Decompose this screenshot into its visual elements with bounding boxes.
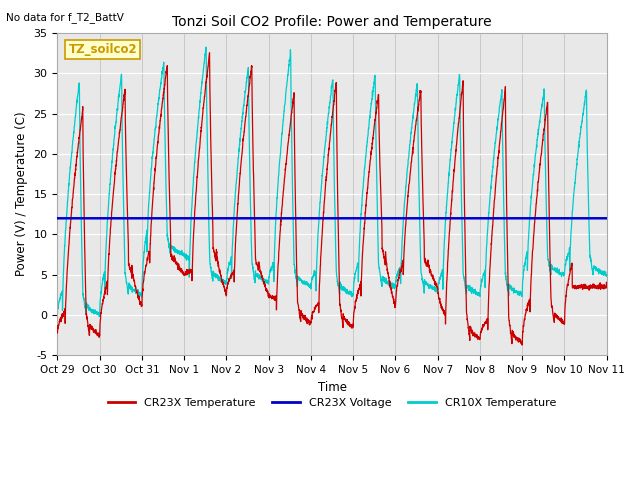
Text: TZ_soilco2: TZ_soilco2 (68, 43, 137, 56)
Y-axis label: Power (V) / Temperature (C): Power (V) / Temperature (C) (15, 112, 28, 276)
X-axis label: Time: Time (317, 381, 346, 394)
Title: Tonzi Soil CO2 Profile: Power and Temperature: Tonzi Soil CO2 Profile: Power and Temper… (172, 15, 492, 29)
Text: No data for f_T2_BattV: No data for f_T2_BattV (6, 12, 124, 23)
Legend: CR23X Temperature, CR23X Voltage, CR10X Temperature: CR23X Temperature, CR23X Voltage, CR10X … (103, 394, 561, 413)
